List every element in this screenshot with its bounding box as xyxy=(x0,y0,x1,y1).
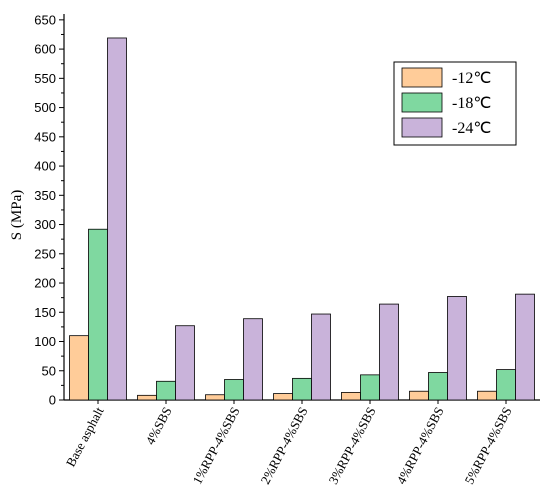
y-tick-label: 250 xyxy=(34,246,56,261)
y-axis-title: S (MPa) xyxy=(9,190,25,240)
y-tick-label: 50 xyxy=(42,363,56,378)
bars xyxy=(69,37,535,401)
bar xyxy=(311,313,331,401)
legend-label: -24℃ xyxy=(452,120,491,137)
bar xyxy=(175,325,195,401)
legend-swatch xyxy=(401,92,443,113)
bar xyxy=(477,390,497,401)
bar xyxy=(88,228,108,401)
legend-swatch xyxy=(401,117,443,138)
bar xyxy=(360,374,380,401)
bar xyxy=(292,377,312,401)
y-tick-label: 300 xyxy=(34,217,56,232)
y-tick-label: 600 xyxy=(34,42,56,57)
x-tick-label: Base asphalt xyxy=(63,404,107,469)
bar xyxy=(243,318,263,401)
y-tick-label: 350 xyxy=(34,188,56,203)
bar xyxy=(137,394,157,401)
x-tick-label: 4%SBS xyxy=(142,404,174,447)
y-tick-label: 500 xyxy=(34,100,56,115)
bar xyxy=(496,369,516,401)
bar xyxy=(409,390,429,401)
bar xyxy=(224,379,244,401)
y-tick-label: 400 xyxy=(34,159,56,174)
y-tick-label: 650 xyxy=(34,12,56,27)
y-tick-label: 0 xyxy=(49,393,56,408)
bar xyxy=(156,380,176,401)
x-tick-label: 3%RPP-4%SBS xyxy=(325,404,378,486)
x-tick-label: 4%RPP-4%SBS xyxy=(393,404,446,486)
bar xyxy=(273,393,293,401)
bar xyxy=(205,394,225,401)
y-tick-label: 150 xyxy=(34,305,56,320)
legend-swatch xyxy=(401,67,443,88)
y-tick-label: 200 xyxy=(34,276,56,291)
x-tick-label: 1%RPP-4%SBS xyxy=(189,404,242,486)
bar xyxy=(69,335,89,401)
x-tick-label: 2%RPP-4%SBS xyxy=(257,404,310,486)
bar xyxy=(107,37,127,401)
bar xyxy=(515,293,535,401)
y-tick-label: 450 xyxy=(34,129,56,144)
legend: -12℃ -18℃ -24℃ xyxy=(393,61,517,146)
bar xyxy=(428,372,448,401)
legend-label: -12℃ xyxy=(452,70,491,87)
bar xyxy=(447,296,467,401)
legend-label: -18℃ xyxy=(452,95,491,112)
bar xyxy=(341,391,361,401)
y-tick-label: 100 xyxy=(34,334,56,349)
bar xyxy=(379,303,399,401)
y-tick-label: 550 xyxy=(34,71,56,86)
x-tick-label: 5%RPP-4%SBS xyxy=(461,404,514,486)
